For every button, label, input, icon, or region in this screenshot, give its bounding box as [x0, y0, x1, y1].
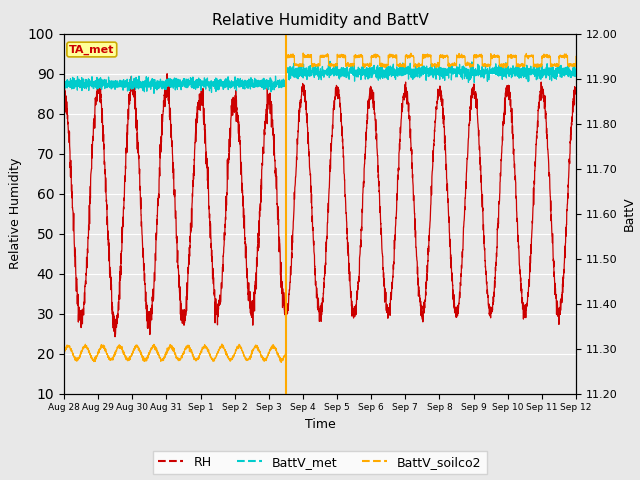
- Title: Relative Humidity and BattV: Relative Humidity and BattV: [212, 13, 428, 28]
- Y-axis label: BattV: BattV: [623, 196, 636, 231]
- Y-axis label: Relative Humidity: Relative Humidity: [10, 158, 22, 269]
- Text: TA_met: TA_met: [69, 44, 115, 55]
- Legend: RH, BattV_met, BattV_soilco2: RH, BattV_met, BattV_soilco2: [154, 451, 486, 474]
- X-axis label: Time: Time: [305, 418, 335, 431]
